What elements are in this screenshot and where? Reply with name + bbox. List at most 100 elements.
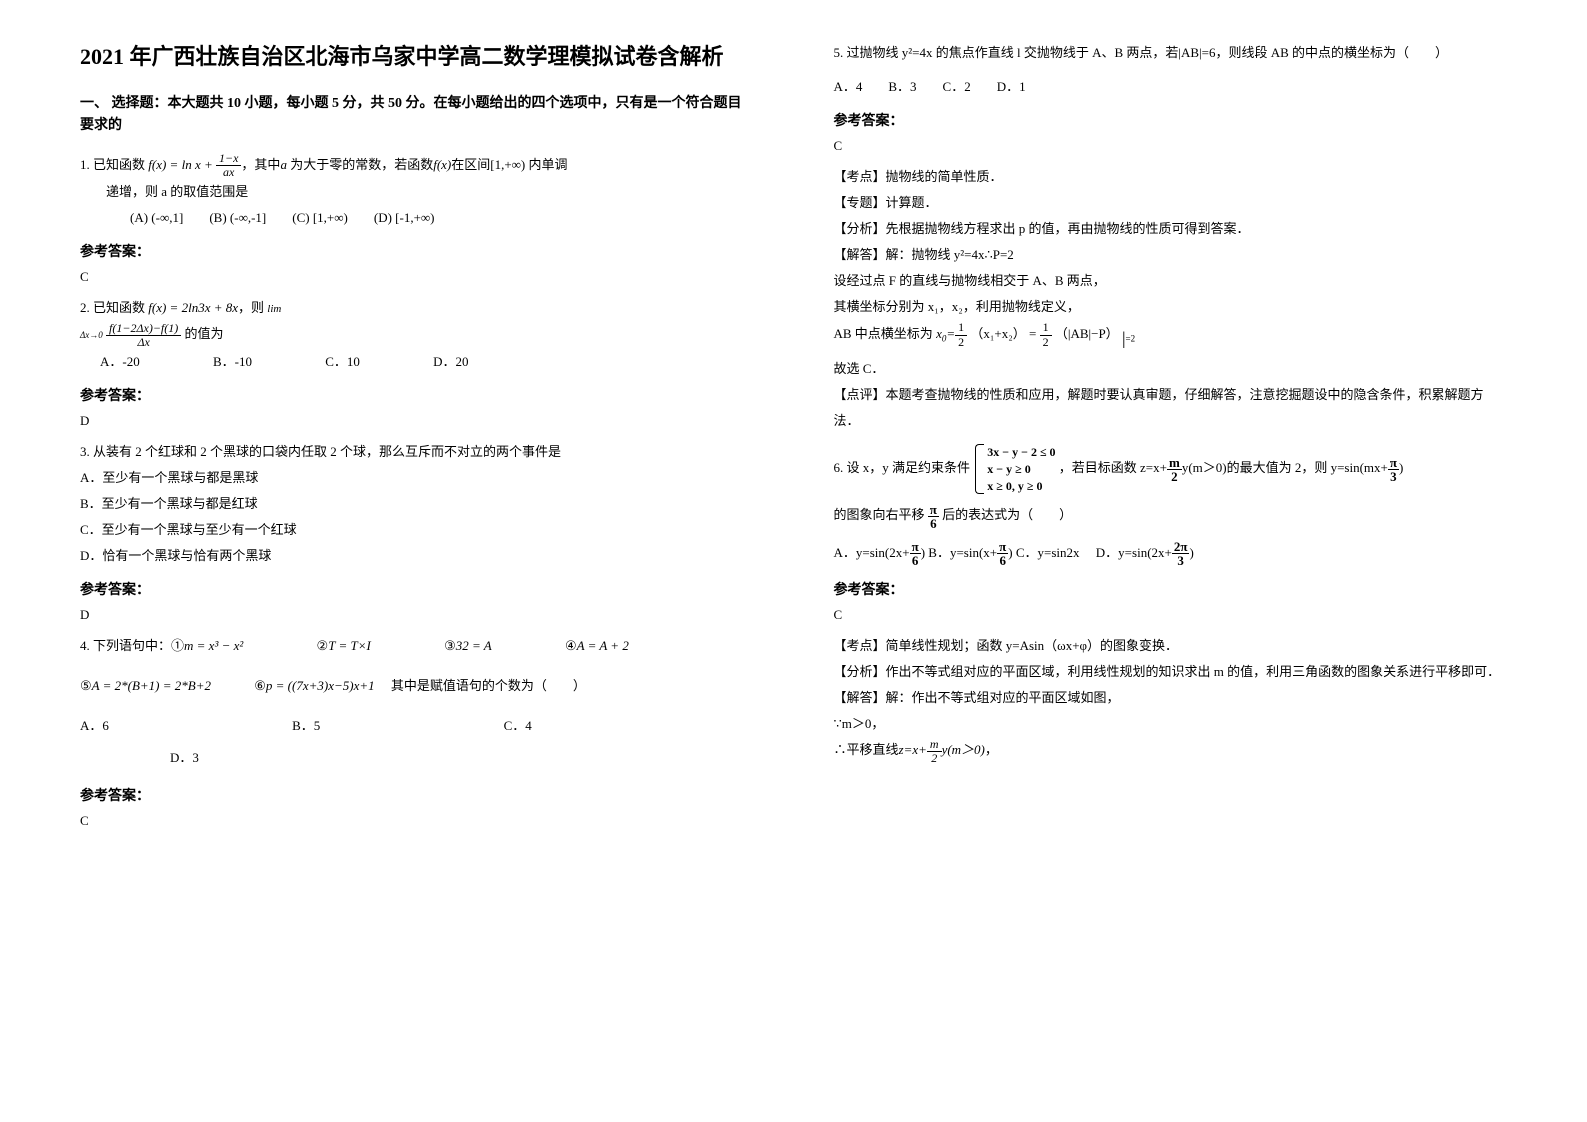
q4-p4: ④ [565, 638, 577, 653]
q6-optD-prefix: D．y=sin(2x+ [1096, 545, 1172, 560]
question-1: 1. 已知函数 f(x) = ln x + 1−xax，其中a 为大于零的常数，… [80, 152, 754, 232]
q4-e1: m = x³ − x² [184, 638, 243, 653]
q6-a2: 【分析】作出不等式组对应的平面区域，利用线性规划的知识求出 m 的值，利用三角函… [834, 659, 1508, 685]
q5-a7: AB 中点横坐标为 x0=12 （x₁+x₂） = 12 （|AB|−P） |=… [834, 320, 1508, 356]
q2-answer: D [80, 413, 754, 429]
q5-a5: 设经过点 F 的直线与抛物线相交于 A、B 两点， [834, 268, 1508, 294]
q4-answer: C [80, 813, 754, 829]
q4-e6: p = ((7x+3)x−5)x+1 [266, 678, 375, 693]
q1-suffix2: 在区间[1,+∞) 内单调 [451, 157, 567, 172]
q6-analysis: 【考点】简单线性规划；函数 y=Asin（ωx+φ）的图象变换． 【分析】作出不… [834, 633, 1508, 765]
q3-optC: C．至少有一个黑球与至少有一个红球 [80, 517, 754, 543]
q3-optD: D．恰有一个黑球与恰有两个黑球 [80, 543, 754, 569]
q6-answer: C [834, 607, 1508, 623]
q5-answer: C [834, 138, 1508, 154]
exam-title: 2021 年广西壮族自治区北海市乌家中学高二数学理模拟试卷含解析 [80, 40, 754, 73]
q6-optA-suffix: ) [921, 545, 925, 560]
q3-optB: B．至少有一个黑球与都是红球 [80, 491, 754, 517]
question-3: 3. 从装有 2 个红球和 2 个黑球的口袋内任取 2 个球，那么互斥而不对立的… [80, 439, 754, 569]
question-4: 4. 下列语句中：①m = x³ − x² ②T = T×I ③32 = A ④… [80, 633, 754, 771]
q4-suffix: 其中是赋值语句的个数为（ ） [391, 678, 586, 693]
q5-text: 5. 过抛物线 y²=4x 的焦点作直线 l 交抛物线于 A、B 两点，若|AB… [834, 40, 1508, 66]
q5-a7-suffix: （|AB|−P） [1055, 326, 1119, 341]
q2-answer-label: 参考答案： [80, 385, 754, 405]
q2-mid: ，则 [238, 300, 264, 315]
q2-optB: B．-10 [213, 354, 252, 369]
q2-optD: D．20 [433, 354, 468, 369]
q1-mid: ，其中 [241, 157, 280, 172]
q6-mid2: y(m＞0)的最大值为 2，则 y=sin(mx+ [1182, 460, 1388, 475]
q1-optB: (-∞,-1] [230, 210, 266, 225]
question-2: 2. 已知函数 f(x) = 2ln3x + 8x，则 limΔx→0 f(1−… [80, 295, 754, 375]
q6-line2-suffix: 后的表达式为（ ） [942, 507, 1072, 522]
q6-a5-suffix: ， [985, 742, 998, 757]
q6-a4: ∵m＞0， [834, 711, 1508, 737]
q6-optD-suffix: ) [1189, 545, 1193, 560]
q2-optC: C．10 [325, 354, 360, 369]
q5-options: A．4 B．3 C．2 D．1 [834, 74, 1508, 100]
q1-a: a [280, 157, 287, 172]
q1-fx: f(x) [433, 157, 451, 172]
q6-line2-prefix: 的图象向右平移 [834, 507, 925, 522]
q4-optA: A．6 [80, 718, 109, 733]
q1-options: (A) (-∞,1] (B) (-∞,-1] (C) [1,+∞) (D) [-… [80, 205, 754, 231]
question-5: 5. 过抛物线 y²=4x 的焦点作直线 l 交抛物线于 A、B 两点，若|AB… [834, 40, 1508, 100]
q1-optA: (-∞,1] [151, 210, 183, 225]
q6-optA-prefix: A．y=sin(2x+ [834, 545, 910, 560]
q5-a7-result: =2 [1126, 334, 1136, 344]
q1-optD: [-1,+∞) [395, 210, 434, 225]
q6-optB-prefix: B．y=sin(x+ [928, 545, 997, 560]
q1-expr: f(x) = ln x + 1−xax [148, 157, 241, 172]
q4-p5: ⑤ [80, 678, 92, 693]
q5-a9: 【点评】本题考查抛物线的性质和应用，解题时要认真审题，仔细解答，注意挖掘题设中的… [834, 382, 1508, 434]
q6-optC: C．y=sin2x [1016, 545, 1080, 560]
q5-a8: 故选 C． [834, 356, 1508, 382]
q2-prefix: 2. 已知函数 [80, 300, 145, 315]
q4-p2: ② [317, 638, 329, 653]
q2-expr1: f(x) = 2ln3x + 8x [148, 300, 238, 315]
question-6: 6. 设 x，y 满足约束条件 3x − y − 2 ≤ 0 x − y ≥ 0… [834, 444, 1508, 567]
q5-a4: 【解答】解：抛物线 y²=4x∴P=2 [834, 242, 1508, 268]
q6-a1: 【考点】简单线性规划；函数 y=Asin（ωx+φ）的图象变换． [834, 633, 1508, 659]
q3-optA: A．至少有一个黑球与都是黑球 [80, 465, 754, 491]
q1-line2: 递增，则 a 的取值范围是 [80, 179, 754, 205]
q6-c1: 3x − y − 2 ≤ 0 [987, 444, 1055, 461]
q6-constraints: 3x − y − 2 ≤ 0 x − y ≥ 0 x ≥ 0, y ≥ 0 [973, 444, 1055, 494]
q4-prefix: 4. 下列语句中：① [80, 638, 184, 653]
q4-optC: C．4 [504, 718, 532, 733]
q6-a5-prefix: ∴平移直线 [834, 742, 899, 757]
q6-optB-suffix: ) [1008, 545, 1012, 560]
q5-a7-prefix: AB 中点横坐标为 [834, 326, 933, 341]
q6-a3: 【解答】解：作出不等式组对应的平面区域如图， [834, 685, 1508, 711]
q6-prefix: 6. 设 x，y 满足约束条件 [834, 460, 971, 475]
q3-answer-label: 参考答案： [80, 579, 754, 599]
q1-optC: [1,+∞) [313, 210, 348, 225]
q5-a7-eq: （x₁+x₂） = [970, 326, 1039, 341]
section-1-header: 一、 选择题：本大题共 10 小题，每小题 5 分，共 50 分。在每小题给出的… [80, 93, 754, 138]
q2-suffix: 的值为 [185, 326, 224, 341]
q3-answer: D [80, 607, 754, 623]
q6-mid3: ) [1399, 460, 1403, 475]
q4-optB: B．5 [292, 718, 320, 733]
q5-a3: 【分析】先根据抛物线方程求出 p 的值，再由抛物线的性质可得到答案． [834, 216, 1508, 242]
q1-prefix: 1. 已知函数 [80, 157, 145, 172]
q5-a1: 【考点】抛物线的简单性质． [834, 164, 1508, 190]
q2-options: A．-20 B．-10 C．10 D．20 [80, 349, 754, 375]
q4-p6: ⑥ [254, 678, 266, 693]
q1-answer-label: 参考答案： [80, 241, 754, 261]
q4-e5: A = 2*(B+1) = 2*B+2 [92, 678, 211, 693]
q1-answer: C [80, 269, 754, 285]
q6-options: A．y=sin(2x+π6) B．y=sin(x+π6) C．y=sin2x D… [834, 540, 1508, 568]
q5-answer-label: 参考答案： [834, 110, 1508, 130]
q4-e2: T = T×I [328, 638, 371, 653]
q6-a5: ∴平移直线z=x+m2y(m＞0)， [834, 737, 1508, 765]
q6-c3: x ≥ 0, y ≥ 0 [987, 478, 1055, 495]
q6-c2: x − y ≥ 0 [987, 461, 1055, 478]
q2-optA: A．-20 [100, 354, 140, 369]
q4-p3: ③ [444, 638, 456, 653]
q4-e3: 32 = A [456, 638, 492, 653]
q4-optD: D．3 [170, 750, 199, 765]
q5-a6: 其横坐标分别为 x₁，x₂，利用抛物线定义， [834, 294, 1508, 320]
q5-a2: 【专题】计算题． [834, 190, 1508, 216]
q6-answer-label: 参考答案： [834, 579, 1508, 599]
